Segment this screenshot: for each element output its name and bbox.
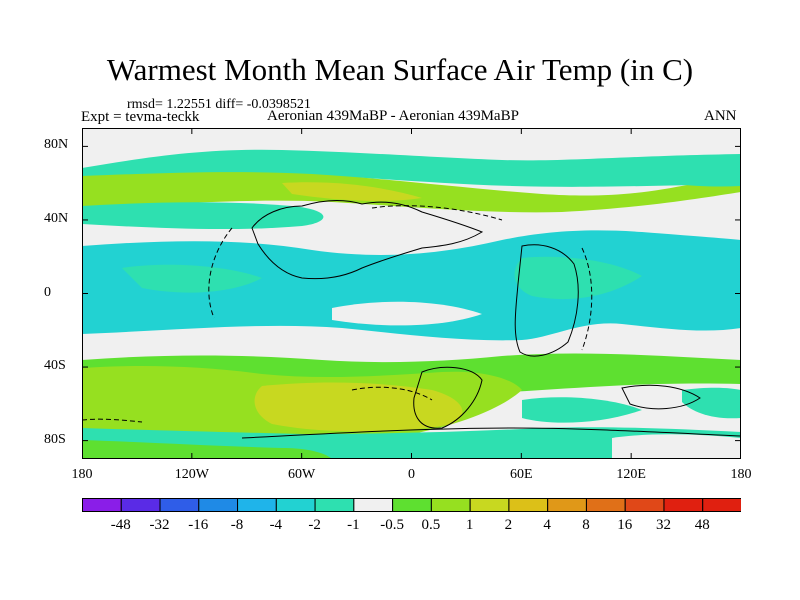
colorbar <box>82 498 741 512</box>
colorbar-box <box>237 498 277 512</box>
experiment-label: Expt = tevma-teckk <box>81 109 200 125</box>
map-plot <box>82 128 741 459</box>
period-label: ANN <box>704 108 737 124</box>
field-patch <box>82 440 332 459</box>
colorbar-label: 4 <box>543 517 551 533</box>
field-patch <box>282 182 422 201</box>
colorbar-label: -8 <box>230 517 244 533</box>
lon-label: 60E <box>510 467 533 482</box>
stats-text: rmsd= 1.22551 diff= -0.0398521 <box>127 97 311 112</box>
lon-label: 180 <box>71 467 93 482</box>
colorbar-box <box>198 498 239 512</box>
colorbar-box <box>547 498 587 512</box>
field-patch <box>612 434 741 459</box>
coastlines <box>241 199 741 439</box>
colorbar-box <box>353 498 394 512</box>
lat-label: 80N <box>44 137 69 153</box>
lat-label: 40S <box>44 358 66 374</box>
colorbar-box <box>159 498 200 512</box>
lon-label: 120W <box>174 467 209 482</box>
shelf-outlines <box>82 205 593 423</box>
lon-label: 0 <box>408 467 415 482</box>
colorbar-label: -0.5 <box>380 517 404 533</box>
colorbar-box <box>82 498 122 512</box>
colorbar-label: -2 <box>308 517 321 533</box>
shelf-outline <box>371 205 503 221</box>
continent-outline <box>251 199 484 280</box>
continent-outline <box>413 366 483 429</box>
continent-outline <box>621 384 701 410</box>
colorbar-label: 32 <box>655 517 671 533</box>
colorbar-label: 0.5 <box>421 517 441 533</box>
colorbar-label: 16 <box>617 517 633 533</box>
colorbar-label: 2 <box>504 517 513 533</box>
colorbar-box <box>392 498 432 512</box>
colorbar-label: -48 <box>110 517 131 533</box>
colorbar-box <box>585 498 626 512</box>
shelf-outline <box>208 227 233 319</box>
map-title: Warmest Month Mean Surface Air Temp (in … <box>106 52 694 87</box>
colorbar-box <box>624 498 665 512</box>
continent-outline <box>514 244 579 357</box>
lat-label: 40N <box>44 210 69 226</box>
colorbar-label: 8 <box>582 517 590 533</box>
colorbar-label: 1 <box>465 517 474 533</box>
shelf-outline <box>581 247 593 351</box>
colorbar-label: -1 <box>347 517 360 533</box>
colorbar-box <box>120 498 161 512</box>
colorbar-box <box>314 498 355 512</box>
axis-ticks <box>82 128 741 459</box>
map-subtitle: Aeronian 439MaBP - Aeronian 439MaBP <box>267 108 519 124</box>
field-patch <box>514 256 642 300</box>
field-patch <box>642 165 741 187</box>
field-patch <box>682 387 741 419</box>
lon-label: 120E <box>616 467 646 482</box>
colorbar-label: -32 <box>149 517 170 533</box>
colorbar-box <box>702 498 741 512</box>
colorbar-box <box>275 498 316 512</box>
map-fields <box>82 128 741 459</box>
field-patch <box>82 202 324 230</box>
colorbar-box <box>663 498 704 512</box>
colorbar-box <box>508 498 549 512</box>
colorbar-boxes <box>82 498 741 512</box>
field-patch <box>122 264 262 293</box>
continent-outline <box>241 427 741 439</box>
colorbar-box <box>430 498 471 512</box>
field-patch <box>82 149 741 187</box>
field-patch <box>332 301 482 326</box>
shelf-outline <box>351 386 433 401</box>
colorbar-box <box>469 498 510 512</box>
colorbar-label: -4 <box>269 517 283 533</box>
field-patch <box>522 397 642 423</box>
lon-label: 180 <box>730 467 752 482</box>
lat-label: 80S <box>44 431 66 447</box>
lat-label: 0 <box>44 284 51 300</box>
field-patch <box>254 382 463 432</box>
lon-label: 60W <box>288 467 316 482</box>
colorbar-label: -16 <box>188 517 209 533</box>
field-patch <box>82 172 741 213</box>
colorbar-label: 48 <box>694 517 710 533</box>
